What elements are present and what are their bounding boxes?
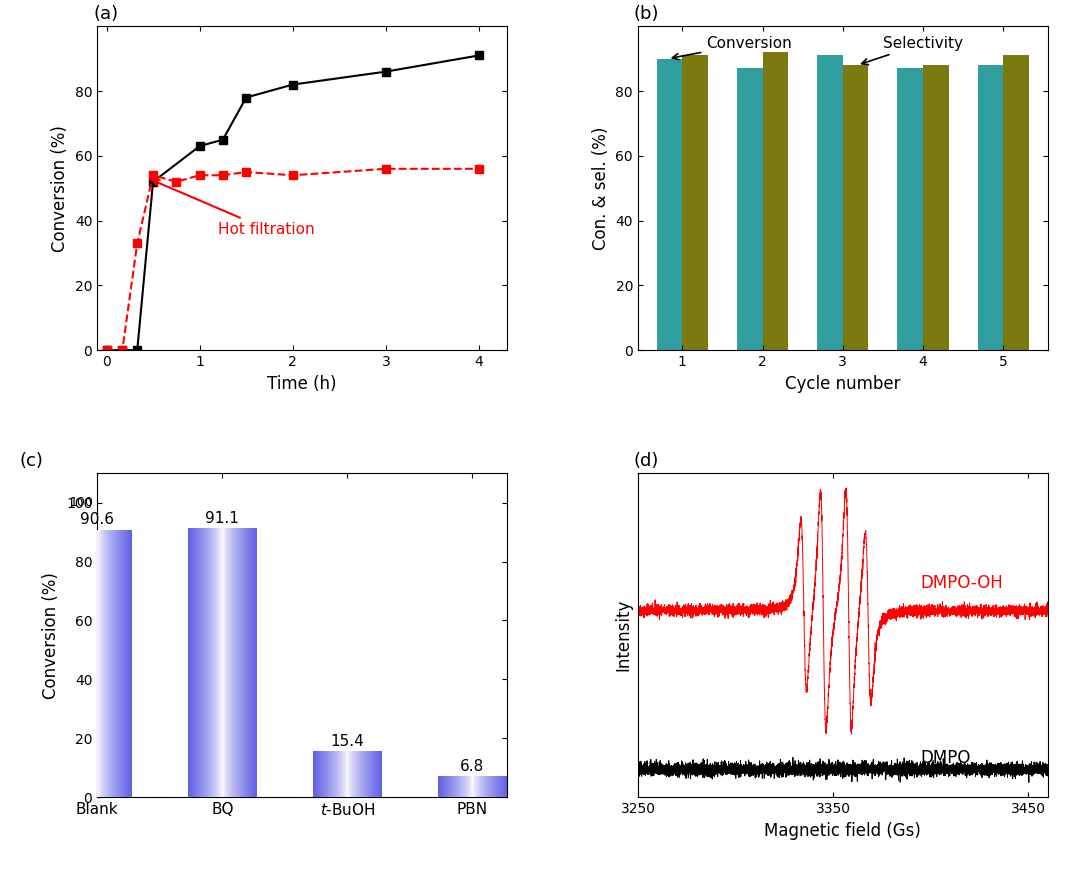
Bar [897, 68, 923, 350]
Y-axis label: Conversion (%): Conversion (%) [42, 572, 60, 699]
Y-axis label: Intensity: Intensity [615, 599, 633, 671]
Bar [762, 53, 788, 350]
Y-axis label: Conversion (%): Conversion (%) [51, 124, 69, 251]
Bar [683, 55, 707, 350]
Y-axis label: Con. & sel. (%): Con. & sel. (%) [592, 126, 610, 250]
Text: 6.8: 6.8 [460, 759, 485, 774]
Text: DMPO-OH: DMPO-OH [921, 574, 1003, 591]
Bar [737, 68, 762, 350]
X-axis label: Time (h): Time (h) [267, 375, 337, 392]
Bar [818, 55, 842, 350]
Text: 15.4: 15.4 [330, 734, 364, 749]
Text: DMPO: DMPO [921, 749, 971, 767]
Text: Selectivity: Selectivity [862, 36, 963, 65]
Bar [1003, 55, 1029, 350]
X-axis label: Magnetic field (Gs): Magnetic field (Gs) [765, 822, 921, 839]
Text: 100: 100 [69, 496, 93, 509]
Bar [923, 65, 948, 350]
Text: 91.1: 91.1 [205, 511, 240, 526]
Text: (a): (a) [93, 5, 118, 23]
Text: Hot filtration: Hot filtration [153, 180, 315, 237]
Bar [842, 65, 868, 350]
Bar [977, 65, 1003, 350]
Text: (c): (c) [19, 452, 43, 470]
Text: (b): (b) [634, 5, 660, 23]
X-axis label: Cycle number: Cycle number [785, 375, 901, 392]
Text: 90.6: 90.6 [80, 512, 114, 527]
Bar [657, 59, 683, 350]
Text: (d): (d) [634, 452, 659, 470]
Text: Conversion: Conversion [673, 36, 792, 60]
